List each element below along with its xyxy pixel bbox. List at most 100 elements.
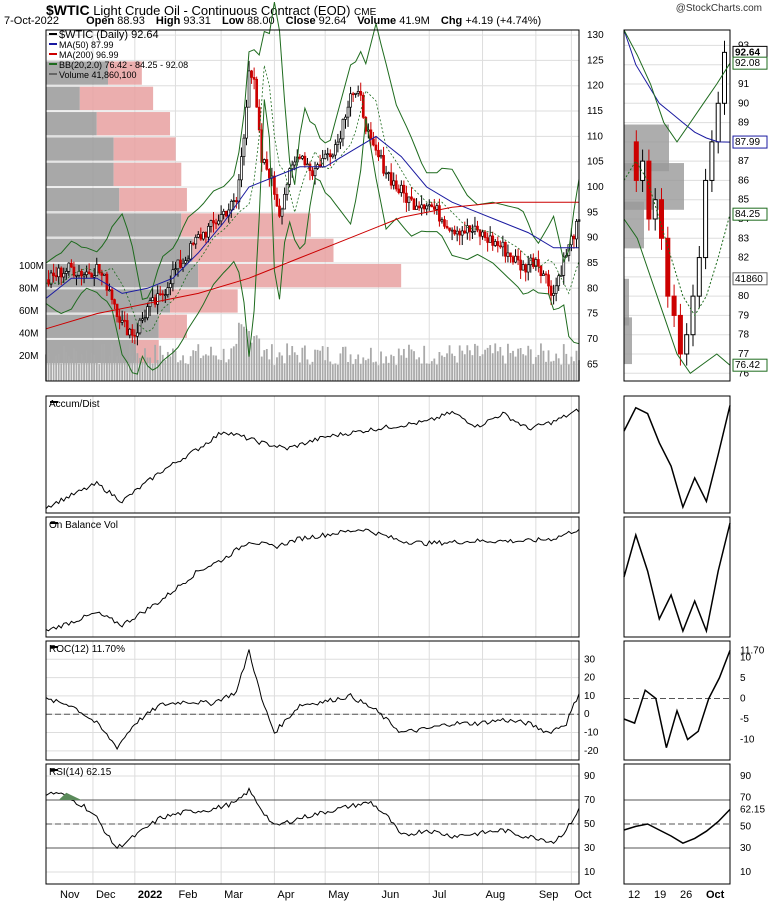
rsi-tick-label: 90 [584,771,596,782]
candle-body [184,260,187,264]
candle-body [351,93,355,96]
zoom-rsi-tick-label: 62.15 [740,804,765,815]
volume-bar [321,346,324,381]
candle-body [516,255,520,261]
candle-body [392,180,396,186]
roc-line [45,649,580,751]
candle-body [247,70,251,108]
volume-bar [359,363,362,381]
volume-tick-label: 40M [19,329,38,340]
volume-bar [182,355,184,381]
volume-bar [562,344,565,381]
volume-bar [73,348,75,381]
bollinger-upper-line [45,2,580,301]
candle-body [136,332,139,337]
candle-body [115,303,119,318]
zoom-x-label: 12 [628,889,640,901]
zoom-candle-body [633,141,639,181]
price-tick-label: 80 [587,283,599,294]
vbp-bar-up [46,61,109,85]
candle-body [120,319,124,323]
volume-bar [268,359,271,381]
zoom-roc-frame [623,640,731,761]
candle-body [349,93,352,108]
price-panel-frame [45,29,580,382]
volume-bar [456,362,459,381]
zoom-roc-line [623,650,731,748]
volume-bar [100,344,103,381]
zoom-rsi-tick-label: 70 [740,793,752,804]
candle-body [384,172,388,175]
volume-bar [139,357,141,381]
candle-body [47,279,50,285]
volume-bar [331,364,334,381]
volume-bar [227,359,230,381]
volume-bar [288,355,291,381]
volume-bar [187,364,190,381]
candle-body [118,316,121,323]
zoom-roc-tick-label: 5 [740,673,746,684]
volume-bar [126,361,129,381]
candle-body [209,220,213,227]
month-label: Dec [96,889,116,901]
volume-bar [537,354,540,381]
candle-body [450,229,454,232]
candle-body [359,91,363,96]
candle-body [430,204,434,208]
volume-bar [463,354,466,381]
roc-tick-label: -10 [584,728,599,739]
volume-bar [329,361,332,381]
vbp-bar-up [46,289,171,313]
candle-body [521,264,525,271]
volume-bar [57,354,60,381]
candle-body [52,272,55,277]
volume-bar [215,355,217,381]
zoom-candle-body [671,295,677,316]
volume-bar [438,352,441,381]
volume-bar [430,361,433,381]
volume-bar [253,336,256,381]
bollinger-lower-line [45,99,580,375]
zoom-ma50-line [623,29,731,143]
volume-bar [184,363,187,381]
volume-tick-label: 80M [19,284,38,295]
open-label: Open [86,15,115,27]
volume-bar [387,362,390,381]
candle-body [417,205,421,209]
candle-body [103,273,106,276]
volume-bar [250,342,253,381]
chart-header: $WTIC Light Crude Oil - Continuous Contr… [0,0,770,30]
volume-bar [364,360,367,381]
zoom-value-tag-text: 87.99 [735,137,760,148]
high-value: 93.31 [183,15,211,27]
candle-body [458,230,462,236]
candle-body [509,252,512,257]
candle-body [397,188,401,193]
candle-body [514,255,517,263]
volume-bar [121,350,124,381]
volume-bar [466,345,469,381]
candle-body [275,194,279,207]
candle-body [240,156,243,181]
zoom-accum-dist-frame [623,395,731,514]
zoom-tick-label: 86 [738,175,750,186]
volume-bar [458,345,461,381]
volume-bar [547,350,550,381]
volume-bar [151,363,154,381]
volume-bar [496,351,499,381]
zoom-value-tag-text: 92.64 [735,47,760,58]
price-tick-label: 95 [587,207,599,218]
zoom-rsi-tick-label: 30 [740,843,752,854]
zoom-accum-dist-line [623,405,731,510]
price-tick-label: 70 [587,334,599,345]
zoom-candle-body [722,51,727,104]
candle-body [559,275,563,277]
volume-bar [468,350,471,381]
candle-body [463,230,467,234]
zoom-value-tag [732,207,768,221]
volume-bar [47,352,50,381]
candle-body [422,204,426,210]
volume-bar [55,355,58,381]
volume-bar [283,363,286,381]
candle-body [529,257,533,266]
